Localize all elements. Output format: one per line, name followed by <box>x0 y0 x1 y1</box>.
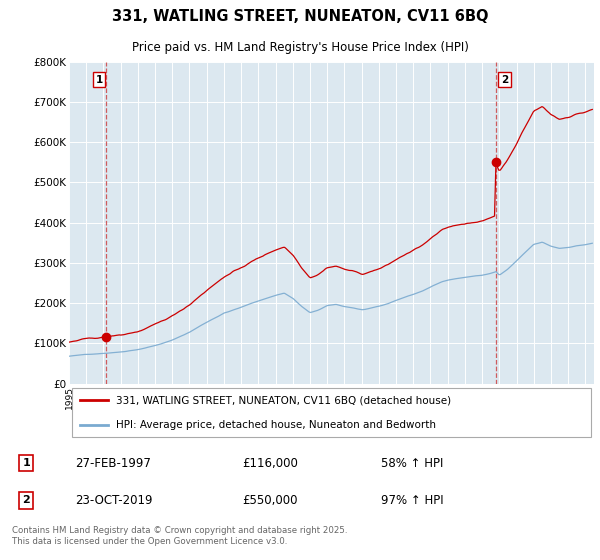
Text: Price paid vs. HM Land Registry's House Price Index (HPI): Price paid vs. HM Land Registry's House … <box>131 41 469 54</box>
Text: 97% ↑ HPI: 97% ↑ HPI <box>380 494 443 507</box>
Text: 1: 1 <box>23 458 30 468</box>
Text: 331, WATLING STREET, NUNEATON, CV11 6BQ: 331, WATLING STREET, NUNEATON, CV11 6BQ <box>112 9 488 24</box>
Text: 27-FEB-1997: 27-FEB-1997 <box>76 456 151 470</box>
Text: 2: 2 <box>23 496 30 506</box>
FancyBboxPatch shape <box>71 388 592 437</box>
Text: £116,000: £116,000 <box>242 456 298 470</box>
Text: 1: 1 <box>95 74 103 85</box>
Text: Contains HM Land Registry data © Crown copyright and database right 2025.
This d: Contains HM Land Registry data © Crown c… <box>12 526 347 546</box>
Text: HPI: Average price, detached house, Nuneaton and Bedworth: HPI: Average price, detached house, Nune… <box>116 419 436 430</box>
Text: 58% ↑ HPI: 58% ↑ HPI <box>380 456 443 470</box>
Text: 331, WATLING STREET, NUNEATON, CV11 6BQ (detached house): 331, WATLING STREET, NUNEATON, CV11 6BQ … <box>116 395 451 405</box>
Text: 2: 2 <box>501 74 508 85</box>
Text: 23-OCT-2019: 23-OCT-2019 <box>76 494 153 507</box>
Text: £550,000: £550,000 <box>242 494 298 507</box>
